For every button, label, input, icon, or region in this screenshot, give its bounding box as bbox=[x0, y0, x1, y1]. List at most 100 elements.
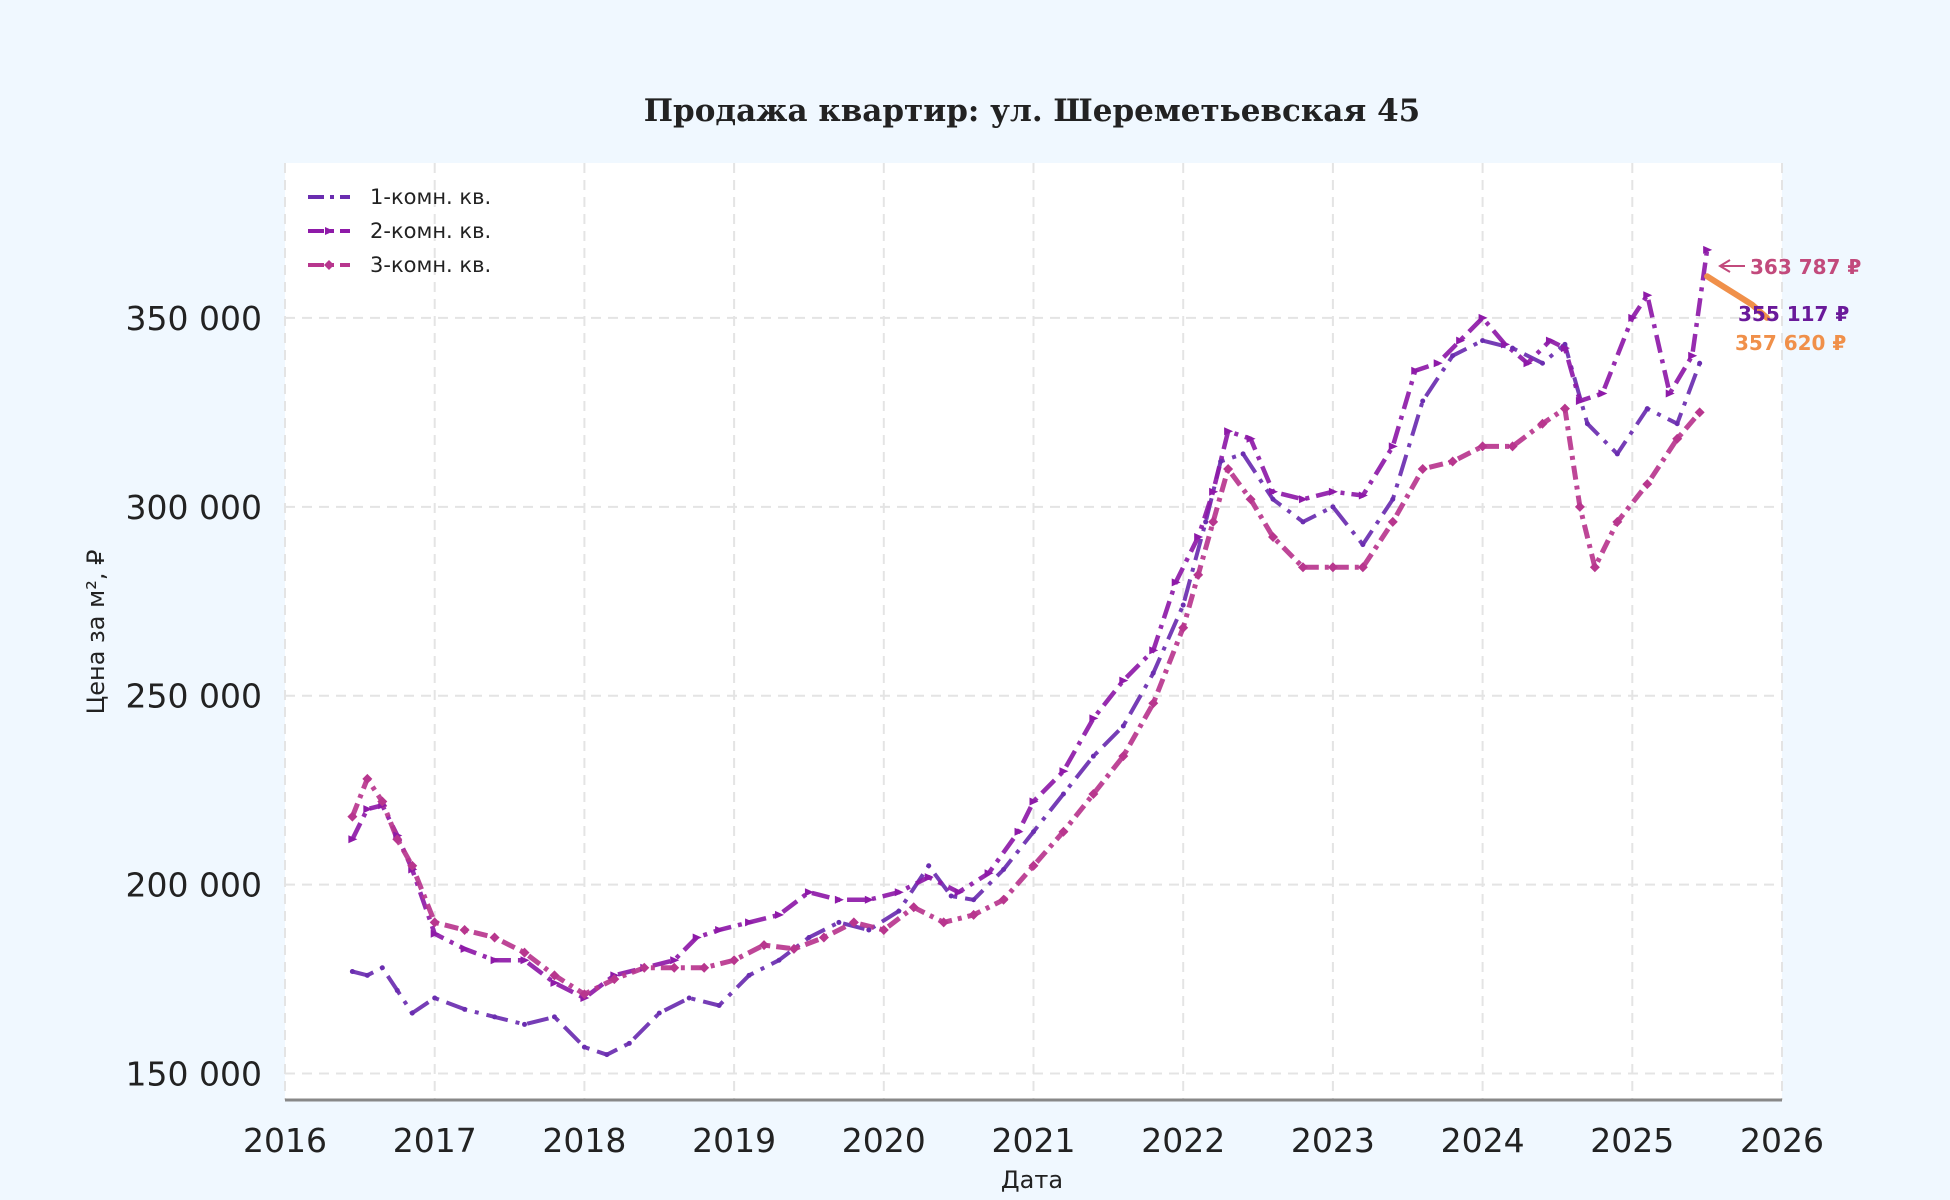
data-point bbox=[1697, 360, 1703, 366]
x-tick-label: 2017 bbox=[393, 1121, 477, 1160]
data-point bbox=[604, 1052, 610, 1058]
end-label-3: 357 620 ₽ bbox=[1735, 331, 1846, 355]
data-point bbox=[1411, 366, 1421, 375]
data-point bbox=[1119, 676, 1129, 685]
data-point bbox=[1360, 542, 1366, 548]
data-point bbox=[581, 1044, 587, 1050]
data-point bbox=[926, 863, 932, 869]
data-point bbox=[1480, 338, 1486, 344]
data-point bbox=[394, 987, 400, 993]
data-point bbox=[866, 927, 872, 933]
data-point bbox=[1118, 751, 1129, 762]
data-point bbox=[1268, 532, 1279, 543]
x-tick-label: 2024 bbox=[1441, 1121, 1525, 1160]
data-point bbox=[1672, 433, 1683, 444]
x-tick-label: 2020 bbox=[842, 1121, 926, 1160]
data-point bbox=[1223, 464, 1234, 475]
data-point bbox=[1674, 421, 1680, 427]
x-tick-label: 2021 bbox=[992, 1121, 1076, 1160]
data-point bbox=[364, 972, 370, 978]
x-tick-label: 2025 bbox=[1590, 1121, 1674, 1160]
x-axis-label: Дата bbox=[1001, 1166, 1063, 1194]
data-point bbox=[1193, 569, 1204, 580]
data-point bbox=[1598, 389, 1608, 398]
data-point bbox=[430, 929, 440, 938]
data-point bbox=[1507, 441, 1518, 452]
data-point bbox=[1358, 491, 1368, 500]
data-point bbox=[864, 895, 874, 904]
data-point bbox=[1575, 397, 1585, 406]
data-point bbox=[1089, 714, 1099, 723]
legend-label-1: 1-комн. кв. bbox=[370, 185, 491, 209]
data-point bbox=[1387, 516, 1398, 527]
data-point bbox=[669, 962, 680, 973]
data-point bbox=[948, 893, 954, 899]
data-point bbox=[550, 978, 560, 987]
data-point bbox=[432, 995, 438, 1001]
data-point bbox=[1628, 313, 1638, 322]
data-point bbox=[1298, 495, 1308, 504]
data-point bbox=[348, 835, 358, 844]
y-tick-label: 300 000 bbox=[126, 488, 262, 527]
data-point bbox=[775, 910, 785, 919]
data-point bbox=[1090, 753, 1096, 759]
data-point bbox=[1028, 860, 1039, 871]
end-label-1: 363 787 ₽ bbox=[1750, 255, 1861, 279]
y-axis-label: Цена за м², ₽ bbox=[82, 550, 110, 715]
data-point bbox=[1120, 723, 1126, 729]
data-point bbox=[1477, 441, 1488, 452]
y-ticks: 150 000 200 000 250 000 300 000 350 000 bbox=[126, 299, 262, 1094]
data-point bbox=[1642, 479, 1653, 490]
x-tick-label: 2026 bbox=[1740, 1121, 1824, 1160]
legend: 1-комн. кв. 2-комн. кв. 3-комн. кв. bbox=[308, 185, 491, 277]
data-point bbox=[1388, 442, 1398, 451]
data-point bbox=[759, 940, 770, 951]
data-point bbox=[1180, 602, 1186, 608]
data-point bbox=[1058, 826, 1069, 837]
data-point bbox=[1327, 562, 1338, 573]
data-point bbox=[1246, 434, 1256, 443]
data-point bbox=[460, 944, 470, 953]
y-tick-label: 200 000 bbox=[126, 866, 262, 905]
data-point bbox=[522, 1021, 528, 1027]
data-point bbox=[392, 834, 403, 845]
end-label-2: 355 117 ₽ bbox=[1738, 302, 1849, 326]
data-point bbox=[938, 917, 949, 928]
data-point bbox=[459, 924, 470, 935]
data-point bbox=[1149, 646, 1159, 655]
data-point bbox=[656, 1010, 662, 1016]
data-point bbox=[1001, 867, 1007, 873]
end-labels: 363 787 ₽ 355 117 ₽ 357 620 ₽ bbox=[1718, 255, 1861, 355]
y-tick-label: 250 000 bbox=[126, 677, 262, 716]
data-point bbox=[1643, 291, 1653, 300]
data-point bbox=[1420, 398, 1426, 404]
data-point bbox=[1433, 359, 1443, 368]
data-point bbox=[1478, 313, 1488, 322]
data-point bbox=[362, 773, 373, 784]
data-point bbox=[1694, 407, 1705, 418]
data-point bbox=[1208, 516, 1219, 527]
data-point bbox=[377, 796, 388, 807]
data-point bbox=[1644, 406, 1650, 412]
data-point bbox=[492, 1014, 498, 1020]
x-tick-label: 2018 bbox=[542, 1121, 626, 1160]
data-point bbox=[716, 1003, 722, 1009]
data-point bbox=[1330, 504, 1336, 510]
data-point bbox=[1456, 336, 1466, 345]
data-point bbox=[836, 919, 842, 925]
data-point bbox=[1539, 360, 1545, 366]
data-point bbox=[1240, 451, 1246, 457]
data-point bbox=[804, 888, 814, 897]
series-line-3 bbox=[350, 406, 1702, 997]
x-tick-label: 2019 bbox=[692, 1121, 776, 1160]
data-point bbox=[954, 888, 964, 897]
data-point bbox=[670, 956, 680, 965]
data-point bbox=[1224, 427, 1234, 436]
data-point bbox=[1510, 345, 1516, 351]
data-point bbox=[1703, 245, 1713, 254]
data-point bbox=[519, 947, 530, 958]
data-point bbox=[1194, 533, 1204, 542]
data-point bbox=[1059, 767, 1069, 776]
data-point bbox=[379, 965, 385, 971]
